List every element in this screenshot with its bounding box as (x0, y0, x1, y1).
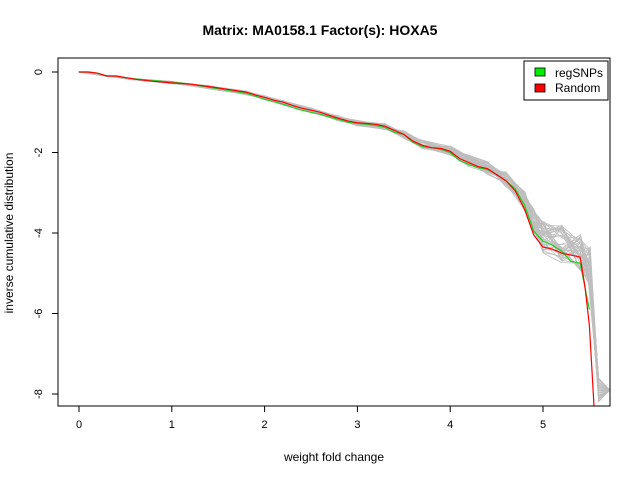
legend-swatch-regsnps (534, 67, 546, 77)
y-tick-label: -8 (33, 389, 45, 399)
y-axis-label: inverse cumulative distribution (2, 153, 16, 314)
chart-title: Matrix: MA0158.1 Factor(s): HOXA5 (203, 22, 438, 38)
legend: regSNPs Random (523, 60, 609, 101)
y-axis: 0 -2 -4 -6 -8 (33, 69, 59, 399)
main-series-group (79, 71, 595, 407)
legend-swatch-random (534, 83, 546, 93)
plot-frame (57, 57, 611, 407)
y-tick-label: 0 (33, 69, 45, 75)
x-tick-label: 2 (262, 419, 268, 431)
x-tick-label: 5 (540, 419, 546, 431)
x-tick-label: 1 (169, 419, 175, 431)
legend-label-random: Random (555, 81, 600, 95)
series-line-random (79, 71, 595, 407)
x-tick-label: 3 (354, 419, 360, 431)
y-tick-label: -2 (33, 148, 45, 158)
legend-label-regsnps: regSNPs (555, 66, 603, 80)
background-series-line (78, 71, 611, 391)
x-tick-label: 0 (76, 419, 82, 431)
y-tick-label: -6 (33, 309, 45, 319)
x-axis-label: weight fold change (283, 450, 384, 464)
series-line-regsnps (79, 71, 590, 310)
legend-box (523, 60, 609, 101)
y-tick-label: -4 (33, 228, 45, 238)
x-tick-label: 4 (447, 419, 453, 431)
x-axis: 0 1 2 3 4 5 (76, 405, 546, 431)
